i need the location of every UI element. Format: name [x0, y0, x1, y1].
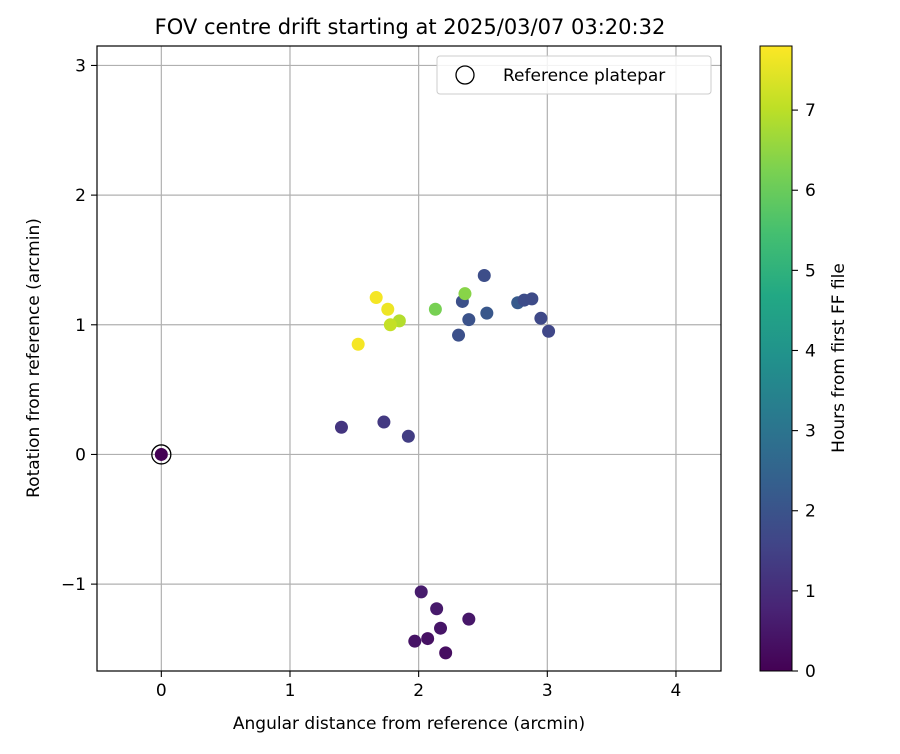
- y-tick-label: −1: [61, 575, 86, 595]
- data-point: [452, 328, 466, 342]
- x-tick-label: 3: [542, 681, 553, 701]
- data-point: [334, 420, 348, 434]
- data-point: [430, 602, 444, 616]
- data-point: [154, 447, 168, 461]
- colorbar: 0 1 2 3 4 5 6 7 Hours from first FF file: [759, 45, 849, 682]
- colorbar-tick-label: 0: [805, 662, 816, 682]
- data-point: [542, 324, 556, 338]
- data-point: [351, 337, 365, 351]
- y-tick-label: 3: [75, 56, 86, 76]
- x-tick-label: 2: [413, 681, 424, 701]
- y-axis-label: Rotation from reference (arcmin): [24, 218, 44, 498]
- data-point: [421, 632, 435, 646]
- data-point: [462, 612, 476, 626]
- data-point: [434, 621, 448, 635]
- data-points: [154, 269, 556, 660]
- legend-label: Reference platepar: [503, 66, 665, 86]
- y-tick-label: 0: [75, 445, 86, 465]
- data-point: [401, 429, 415, 443]
- data-point: [377, 415, 391, 429]
- colorbar-tick-label: 2: [805, 502, 816, 522]
- chart-title: FOV centre drift starting at 2025/03/07 …: [155, 15, 666, 39]
- colorbar-tick-label: 6: [805, 181, 816, 201]
- data-point: [480, 306, 494, 320]
- colorbar-tick-label: 5: [805, 261, 816, 281]
- colorbar-tick-label: 7: [805, 101, 816, 121]
- data-point: [369, 291, 383, 305]
- data-point: [534, 311, 548, 325]
- data-point: [408, 634, 422, 648]
- data-point: [414, 585, 428, 599]
- colorbar-gradient: [759, 45, 793, 672]
- colorbar-tick-label: 4: [805, 341, 816, 361]
- data-point: [477, 269, 491, 283]
- legend: Reference platepar: [436, 55, 712, 95]
- data-point: [458, 287, 472, 301]
- x-tick-label: 4: [671, 681, 682, 701]
- x-tick-label: 1: [285, 681, 296, 701]
- x-axis-label: Angular distance from reference (arcmin): [233, 714, 585, 734]
- reference-marker: [151, 444, 172, 465]
- colorbar-label: Hours from first FF file: [829, 263, 849, 453]
- y-tick-label: 2: [75, 186, 86, 206]
- colorbar-ticks: 0 1 2 3 4 5 6 7: [792, 101, 816, 682]
- grid: [97, 46, 721, 671]
- data-point: [525, 292, 539, 306]
- reference-layer: [151, 444, 172, 465]
- colorbar-tick-label: 1: [805, 582, 816, 602]
- y-tick-label: 1: [75, 316, 86, 336]
- plot-frame: [96, 45, 722, 672]
- data-point: [428, 302, 442, 316]
- data-point: [383, 318, 397, 332]
- x-tick-label: 0: [156, 681, 167, 701]
- data-point: [381, 302, 395, 316]
- data-point: [462, 313, 476, 327]
- legend-reference-marker: [455, 65, 475, 85]
- colorbar-tick-label: 3: [805, 422, 816, 442]
- legend-box: [436, 55, 712, 95]
- axis-ticks: 0 1 2 3 4 −1 0 1 2 3: [61, 56, 681, 701]
- data-point: [439, 646, 453, 660]
